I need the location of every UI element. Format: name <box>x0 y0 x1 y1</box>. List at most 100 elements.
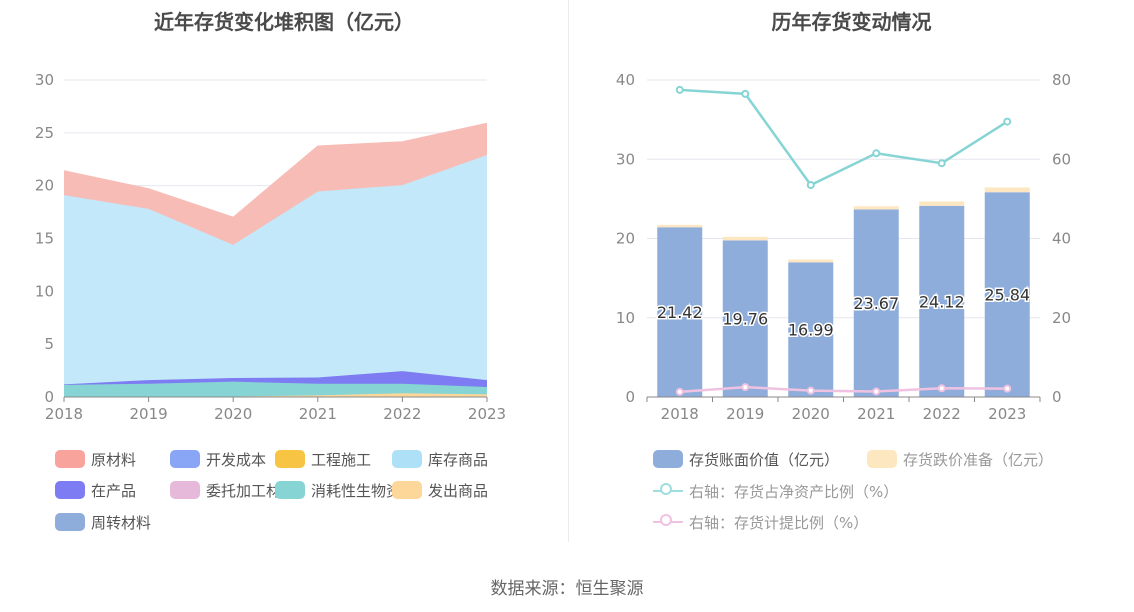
bar-line-combo-chart: 0 10 20 30 40 0 20 40 60 80 21.42 19.76 16.99 23.67 24… <box>616 71 1071 423</box>
line-point <box>1003 117 1012 126</box>
y-tick-label: 5 <box>44 335 54 353</box>
bar-存货跌价准备（亿元） <box>657 224 703 228</box>
y2-tick-label: 20 <box>1052 309 1071 327</box>
left-chart-title: 近年存货变化堆积图（亿元） <box>154 10 414 34</box>
line-point <box>872 149 881 158</box>
bar-data-label: 25.84 <box>984 286 1030 305</box>
legend-item[interactable]: 工程施工 <box>275 449 371 469</box>
legend-label: 工程施工 <box>311 450 372 469</box>
line-右轴：存货计提比例（%） <box>679 385 1008 394</box>
legend-item[interactable]: 开发成本 <box>170 449 266 469</box>
x-tick-label: 2023 <box>468 405 506 423</box>
legend-swatch <box>275 450 305 468</box>
y-tick-label: 20 <box>35 177 54 195</box>
line-point <box>675 387 684 396</box>
bar-data-label: 16.99 <box>788 321 834 340</box>
bar-data-label: 19.76 <box>722 310 768 329</box>
x-tick-label: 2022 <box>923 405 961 423</box>
line-point <box>872 387 881 396</box>
data-source-note: 数据来源：恒生聚源 <box>490 579 644 599</box>
y-tick-label: 20 <box>616 230 635 248</box>
bar-存货账面价值（亿元） <box>788 262 834 397</box>
legend-label: 库存商品 <box>428 450 489 469</box>
legend-swatch <box>55 481 85 499</box>
line-point <box>741 383 750 392</box>
bar-存货跌价准备（亿元） <box>788 259 834 263</box>
legend-item[interactable]: 发出商品 <box>392 480 488 500</box>
legend-swatch <box>867 450 897 468</box>
legend-item[interactable]: 委托加工材料 <box>170 480 296 500</box>
x-tick-label: 2021 <box>299 405 337 423</box>
legend-swatch <box>653 482 683 500</box>
bar-存货跌价准备（亿元） <box>722 236 768 241</box>
y-tick-label: 40 <box>616 71 635 89</box>
legend-item[interactable]: 右轴：存货占净资产比例（%） <box>653 481 898 501</box>
legend-item[interactable]: 原材料 <box>55 449 136 469</box>
area-edge-原材料 <box>63 122 488 219</box>
legend-item[interactable]: 存货账面价值（亿元） <box>653 449 839 469</box>
y2-tick-label: 60 <box>1052 150 1071 168</box>
y2-tick-label: 40 <box>1052 230 1071 248</box>
legend-item[interactable]: 消耗性生物资产 <box>275 480 416 500</box>
legend-swatch <box>653 513 683 531</box>
legend-label: 存货跌价准备（亿元） <box>903 450 1054 469</box>
x-tick-label: 2018 <box>45 405 83 423</box>
legend-item[interactable]: 周转材料 <box>55 512 151 532</box>
line-point <box>741 89 750 98</box>
x-tick-label: 2021 <box>857 405 895 423</box>
legend-item[interactable]: 库存商品 <box>392 449 488 469</box>
x-tick-label: 2020 <box>214 405 252 423</box>
bar-data-label: 23.67 <box>853 294 899 313</box>
line-point <box>937 384 946 393</box>
bar-存货账面价值（亿元） <box>853 209 899 397</box>
area-edge-库存商品 <box>63 154 488 246</box>
legend-swatch <box>55 450 85 468</box>
x-tick-label: 2020 <box>792 405 830 423</box>
x-tick-label: 2019 <box>130 405 168 423</box>
y2-tick-label: 0 <box>1052 388 1062 406</box>
line-point <box>1003 384 1012 393</box>
legend-item[interactable]: 右轴：存货计提比例（%） <box>653 512 868 532</box>
bar-存货账面价值（亿元） <box>722 240 768 397</box>
inventory-stacked-area-panel: 近年存货变化堆积图（亿元） 0 5 10 15 20 25 30 2018 2019 2020 20… <box>0 0 568 560</box>
legend-swatch <box>392 450 422 468</box>
legend-label: 周转材料 <box>91 513 152 532</box>
legend-item[interactable]: 在产品 <box>55 480 136 500</box>
line-point <box>937 159 946 168</box>
line-point <box>806 386 815 395</box>
legend-swatch <box>170 481 200 499</box>
y-tick-label: 0 <box>625 388 635 406</box>
y-tick-label: 15 <box>35 230 54 248</box>
area-库存商品 <box>64 155 487 385</box>
legend-item[interactable]: 存货跌价准备（亿元） <box>867 449 1053 469</box>
bar-存货跌价准备（亿元） <box>919 201 965 206</box>
y-tick-label: 30 <box>35 71 54 89</box>
y-tick-label: 10 <box>616 309 635 327</box>
y-tick-label: 25 <box>35 124 54 142</box>
x-tick-label: 2022 <box>383 405 421 423</box>
legend-swatch <box>170 450 200 468</box>
bar-存货跌价准备（亿元） <box>853 206 899 210</box>
x-tick-label: 2019 <box>726 405 764 423</box>
y2-tick-label: 80 <box>1052 71 1071 89</box>
area-消耗性生物资产 <box>64 381 487 397</box>
area-原材料 <box>64 123 487 245</box>
legend-swatch <box>653 450 683 468</box>
inventory-change-panel: 历年存货变动情况 0 10 20 30 40 0 20 40 60 80 21.42 19.76 16.… <box>569 0 1134 560</box>
legend-swatch <box>275 481 305 499</box>
legend-label: 委托加工材料 <box>206 481 297 500</box>
y-tick-label: 0 <box>44 388 54 406</box>
legend-label: 发出商品 <box>428 481 489 500</box>
bar-存货跌价准备（亿元） <box>984 187 1030 193</box>
legend-label: 存货账面价值（亿元） <box>689 450 840 469</box>
line-point <box>675 85 684 94</box>
area-在产品 <box>64 371 487 387</box>
bar-存货账面价值（亿元） <box>919 205 965 397</box>
legend-label: 消耗性生物资产 <box>311 481 417 500</box>
y-tick-label: 10 <box>35 282 54 300</box>
panel-divider <box>568 0 569 542</box>
bar-存货账面价值（亿元） <box>657 227 703 397</box>
x-tick-label: 2018 <box>661 405 699 423</box>
legend-label: 右轴：存货计提比例（%） <box>689 513 869 532</box>
line-右轴：存货占净资产比例（%） <box>679 88 1008 187</box>
